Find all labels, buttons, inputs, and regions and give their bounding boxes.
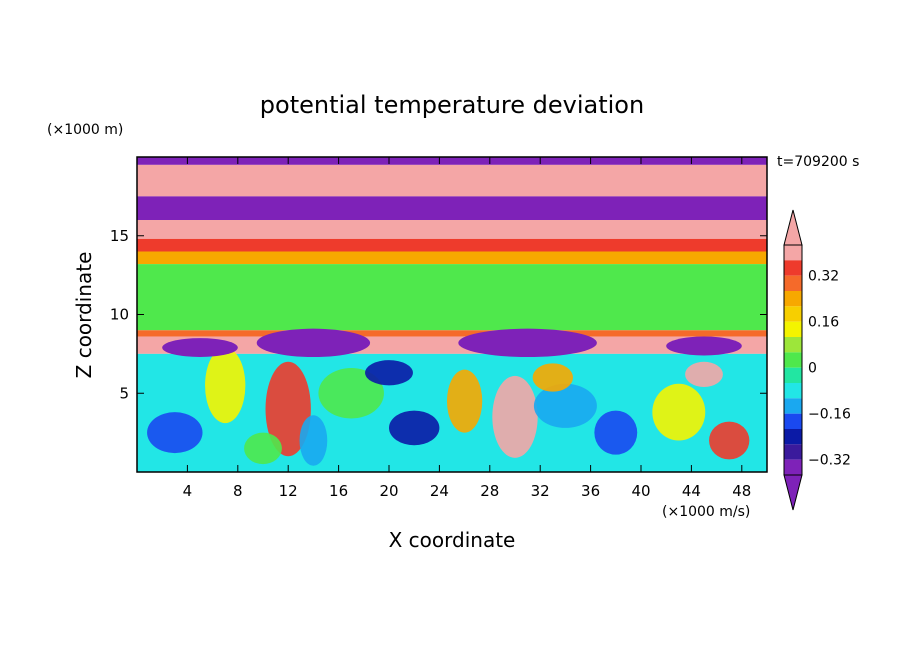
field-band xyxy=(137,330,767,337)
y-axis: 5 10 15 xyxy=(110,227,767,402)
colorbar-lower-arrow xyxy=(783,474,803,511)
colorbar-bin xyxy=(784,367,802,383)
x-axis: 4 8 12 16 20 24 28 32 36 40 44 48 xyxy=(183,157,751,500)
colorbar-frame xyxy=(783,244,803,476)
colorbar-bin xyxy=(784,444,802,460)
field-band xyxy=(137,196,767,220)
colorbar: 0.32 0.16 0 −0.16 −0.32 xyxy=(783,209,851,511)
field-band xyxy=(137,164,767,197)
field-eddy xyxy=(709,421,750,460)
field-eddy xyxy=(244,432,282,465)
field-eddy xyxy=(533,383,597,428)
colorbar-bin xyxy=(784,352,802,368)
x-tick-label: 36 xyxy=(581,482,600,500)
colorbar-bin xyxy=(784,398,802,414)
colorbar-upper-arrow xyxy=(783,209,803,246)
y-axis-title: Z coordinate xyxy=(72,252,96,379)
colorbar-bin xyxy=(784,245,802,261)
field-eddy xyxy=(446,369,483,433)
field-eddy xyxy=(532,363,573,392)
y-tick-label: 10 xyxy=(110,306,129,324)
colorbar-bin xyxy=(784,291,802,307)
colorbar-bin xyxy=(784,459,802,475)
time-label: t=709200 s xyxy=(777,154,859,170)
x-tick-label: 20 xyxy=(379,482,398,500)
y-tick-label: 15 xyxy=(110,227,129,245)
x-unit-label: (×1000 m/s) xyxy=(662,504,750,520)
field-eddy xyxy=(365,360,413,386)
field-band xyxy=(137,238,767,252)
x-tick-label: 4 xyxy=(183,482,193,500)
field-eddy xyxy=(685,361,723,387)
field-eddy xyxy=(652,383,706,441)
colorbar-label: 0.16 xyxy=(808,315,839,331)
colorbar-bin xyxy=(784,321,802,337)
field-eddy xyxy=(299,415,328,466)
colorbar-bin xyxy=(784,306,802,322)
colorbar-label: −0.16 xyxy=(808,407,851,423)
x-tick-label: 28 xyxy=(480,482,499,500)
field-band xyxy=(137,220,767,239)
field-dome xyxy=(458,328,597,358)
field-dome xyxy=(162,338,238,358)
colorbar-bin xyxy=(784,383,802,399)
colorbar-bin xyxy=(784,260,802,276)
field-eddy xyxy=(318,368,384,419)
field-dome xyxy=(666,336,742,356)
colorbar-label: 0 xyxy=(808,361,817,377)
field-dome xyxy=(256,328,371,358)
colorbar-bin xyxy=(784,429,802,445)
colorbar-bin xyxy=(784,413,802,429)
field-band xyxy=(137,264,767,331)
colorbar-label: −0.32 xyxy=(808,453,851,469)
x-tick-label: 40 xyxy=(631,482,650,500)
x-tick-label: 48 xyxy=(732,482,751,500)
temperature-field xyxy=(137,157,767,472)
x-tick-label: 8 xyxy=(233,482,243,500)
field-eddy xyxy=(147,412,203,454)
field-eddy xyxy=(265,361,311,457)
field-band xyxy=(137,251,767,265)
field-eddy xyxy=(492,375,538,458)
x-tick-label: 32 xyxy=(531,482,550,500)
field-band xyxy=(137,157,767,165)
y-tick-label: 5 xyxy=(119,384,129,402)
x-axis-title: X coordinate xyxy=(389,528,516,552)
colorbar-bin xyxy=(784,275,802,291)
chart-title: potential temperature deviation xyxy=(260,91,644,119)
x-tick-label: 24 xyxy=(430,482,449,500)
colorbar-label: 0.32 xyxy=(808,269,839,285)
field-eddy xyxy=(389,410,440,446)
y-unit-label: (×1000 m) xyxy=(47,122,123,138)
field-eddy xyxy=(594,410,638,455)
x-tick-label: 12 xyxy=(279,482,298,500)
x-tick-label: 44 xyxy=(682,482,701,500)
colorbar-bin xyxy=(784,337,802,353)
field-eddy xyxy=(205,347,246,424)
x-tick-label: 16 xyxy=(329,482,348,500)
